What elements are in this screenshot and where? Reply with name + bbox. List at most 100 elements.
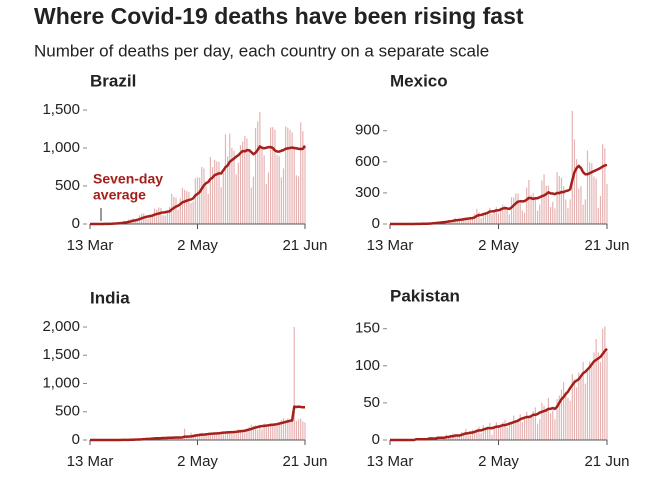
chart-subtitle: Number of deaths per day, each country o… [34,41,489,60]
bar [153,208,156,224]
bar [246,138,248,224]
bar [467,217,469,224]
panel-title: Brazil [90,71,136,90]
bar [203,168,205,224]
bar [573,379,576,440]
y-tick-label: 100 [355,357,380,374]
bar [530,195,532,224]
bar [216,432,218,440]
bar [469,216,471,224]
bar [237,162,239,224]
bar [571,110,573,224]
bar [242,431,244,440]
bar [222,172,224,224]
bar [506,427,508,440]
bar [484,213,487,224]
bar [147,218,149,224]
y-tick-label: 0 [72,215,80,232]
bar [289,421,291,440]
bar [582,204,584,224]
bar [606,183,608,224]
bar [227,156,229,224]
bar [233,150,235,224]
bar [265,184,267,224]
y-tick-label: 1,500 [42,346,80,363]
bar [246,428,248,440]
bar [188,192,190,224]
bar [188,435,190,440]
y-tick-label: 1,000 [42,374,80,391]
bar [270,423,272,440]
bar [521,422,523,440]
bar [478,212,480,224]
bar [297,419,300,440]
bar [265,427,267,440]
bar [534,198,536,224]
bar [237,429,239,440]
bar [196,434,199,440]
bar [224,134,227,224]
bar [493,211,495,224]
bar [526,411,528,440]
bar [229,133,231,224]
bar [513,197,515,224]
bar [541,180,543,224]
bar [482,425,484,440]
bar [252,176,254,224]
bar [552,201,554,224]
bar [495,422,497,440]
bar [261,429,263,440]
bar [521,210,523,224]
bar [515,193,517,224]
bar [567,397,569,440]
bar [497,213,500,224]
bar [489,422,491,440]
bar [565,391,567,440]
y-tick-label: 0 [372,215,380,232]
annotation: average [93,187,146,203]
bar [145,215,147,224]
bar [597,208,599,224]
bar [491,214,493,224]
bar [565,199,567,224]
bar [278,156,280,224]
bar [573,139,576,224]
chart-title: Where Covid-19 deaths have been rising f… [34,3,524,29]
annotation: Seven-day [93,171,163,187]
bar [580,186,582,224]
bar [267,172,270,224]
bar [495,207,497,224]
bar [164,215,166,224]
bar [593,352,595,440]
bar [602,144,604,224]
panel-title: India [90,288,130,307]
bar [259,112,261,224]
bar [480,218,482,224]
bar [199,177,201,224]
bar [259,424,261,440]
bar [571,373,573,440]
bar [293,327,295,440]
bar [595,178,597,224]
bar [560,177,563,224]
bar [513,415,515,440]
bar [300,418,302,440]
bar [604,148,606,224]
bar [532,193,534,224]
bar [589,361,591,440]
bar [461,219,463,224]
bar [291,420,293,440]
bar [179,198,181,224]
bar [293,146,295,224]
bar [214,432,216,440]
bar [500,426,502,440]
y-tick-label: 500 [55,403,80,420]
bar [458,219,461,224]
bar [263,423,265,440]
y-tick-label: 0 [372,431,380,448]
bar [304,422,306,440]
bar [497,425,500,440]
bar [149,216,151,224]
bar [519,203,521,224]
x-tick-label: 21 Jun [584,453,629,470]
